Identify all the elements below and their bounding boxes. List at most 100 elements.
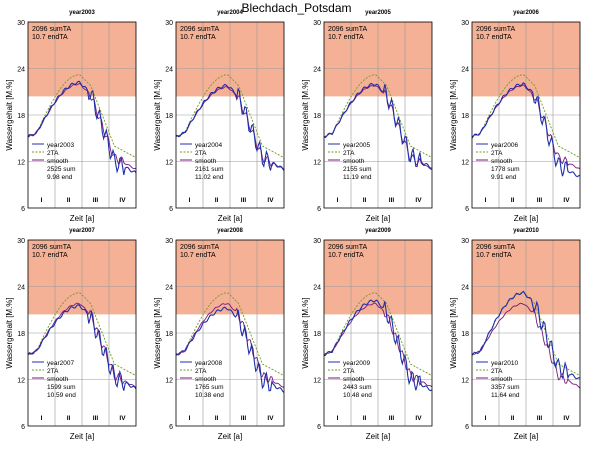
legend-label: 2TA [47,368,59,375]
x-tick-label: II [511,415,515,422]
sum-label: 3357 sum [491,384,520,391]
legend-label: smooth [491,158,513,165]
y-tick-label: 12 [17,160,25,167]
ref-sum-label: 2096 sumTA [328,26,367,33]
end-label: 11.64 end [491,392,520,399]
x-axis-label: Zeit [a] [70,432,94,441]
legend-label: 2TA [195,150,207,157]
ref-sum-label: 2096 sumTA [328,244,367,251]
ref-end-label: 10.7 endTA [32,252,68,259]
legend-label: year2010 [491,360,518,367]
x-tick-label: I [189,415,191,422]
y-tick-label: 24 [17,285,25,292]
ref-sum-label: 2096 sumTA [180,244,219,251]
y-tick-label: 12 [461,378,469,385]
ref-end-label: 10.7 endTA [180,252,216,259]
x-tick-label: II [363,197,367,204]
series-line-year2007 [27,303,137,391]
sum-label: 2161 sum [195,166,224,173]
y-tick-label: 18 [17,113,25,120]
y-tick-label: 24 [461,285,469,292]
y-tick-label: 30 [165,238,173,245]
y-axis-label: Wassergehalt [M.%] [301,297,310,368]
series-line-2TA [323,292,433,377]
y-axis-label: Wassergehalt [M.%] [153,297,162,368]
x-tick-label: IV [119,415,126,422]
panel-title: year2005 [365,10,391,16]
y-tick-label: 12 [165,160,173,167]
x-tick-label: I [485,415,487,422]
legend-label: year2009 [343,360,370,367]
y-tick-label: 30 [313,238,321,245]
x-tick-label: II [215,197,219,204]
sum-label: 2155 sum [343,166,372,173]
x-axis-label: Zeit [a] [218,214,242,223]
x-tick-label: II [67,197,71,204]
legend-label: smooth [195,376,217,383]
y-tick-label: 30 [461,20,469,27]
series-line-year2005 [323,82,433,169]
y-axis-label: Wassergehalt [M.%] [301,79,310,150]
y-tick-label: 6 [317,206,321,213]
ref-sum-label: 2096 sumTA [32,26,71,33]
ref-end-label: 10.7 endTA [328,252,364,259]
x-tick-label: IV [563,415,570,422]
y-tick-label: 24 [165,285,173,292]
series-line-2TA [471,74,581,159]
x-tick-label: III [241,415,247,422]
plot-frame [471,21,581,209]
panel-title: year2007 [69,228,95,234]
legend-label: smooth [343,158,365,165]
plot-frame [27,21,137,209]
figure-title: Blechdach_Potsdam [241,1,352,15]
series-line-2TA [323,74,433,159]
series-line-2TA [27,74,137,158]
y-tick-label: 18 [313,331,321,338]
x-tick-label: I [41,197,43,204]
x-tick-label: I [337,415,339,422]
series-line-year2006 [471,82,581,178]
legend-label: smooth [47,376,69,383]
end-label: 11.19 end [343,174,372,181]
x-tick-label: III [537,197,543,204]
x-tick-label: I [189,197,191,204]
plot-frame [175,239,285,427]
series-line-smooth [471,84,581,170]
y-tick-label: 18 [17,331,25,338]
ref-end-label: 10.7 endTA [32,34,68,41]
series-line-smooth [27,302,137,389]
series-line-smooth [471,302,581,389]
panel-title: year2003 [69,10,95,16]
y-tick-label: 18 [461,113,469,120]
y-tick-label: 30 [461,238,469,245]
x-tick-label: III [93,415,99,422]
x-tick-label: III [389,197,395,204]
sum-label: 1778 sum [491,166,520,173]
end-label: 9.98 end [47,174,73,181]
y-tick-label: 24 [17,67,25,74]
y-tick-label: 18 [165,331,173,338]
x-axis-label: Zeit [a] [366,214,390,223]
y-tick-label: 6 [169,424,173,431]
y-axis-label: Wassergehalt [M.%] [153,79,162,150]
panel-title: year2008 [217,228,243,234]
y-axis-label: Wassergehalt [M.%] [449,297,458,368]
legend-label: smooth [491,376,513,383]
plot-frame [471,239,581,427]
ref-end-label: 10.7 endTA [328,34,364,41]
sum-label: 2443 sum [343,384,372,391]
series-line-year2003 [27,80,137,176]
ref-sum-label: 2096 sumTA [476,26,515,33]
series-line-2TA [175,74,285,159]
plot-frame [175,21,285,209]
x-tick-label: II [363,415,367,422]
y-tick-label: 24 [313,67,321,74]
y-tick-label: 18 [461,331,469,338]
y-tick-label: 6 [21,424,25,431]
series-line-2TA [27,292,137,376]
